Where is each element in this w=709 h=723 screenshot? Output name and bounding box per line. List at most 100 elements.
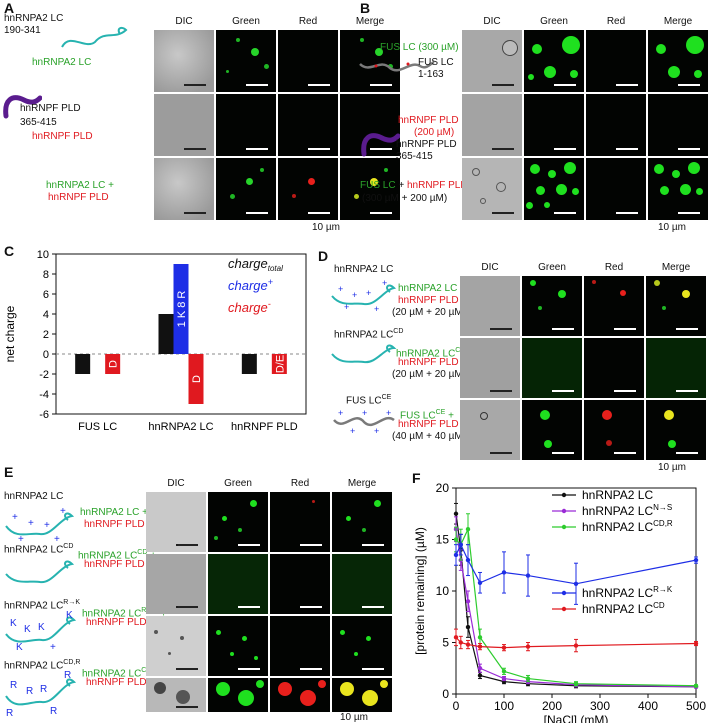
d-scale-label: 10 µm (658, 462, 686, 473)
data-point (453, 552, 459, 558)
a-r1-tag: hnRNPA2 LC (32, 57, 92, 68)
x-axis-label: [NaCl] (mM) (544, 713, 609, 723)
a-scale-label: 10 µm (312, 222, 340, 233)
bar-label: D (191, 375, 203, 383)
a-r2-dic-image (154, 94, 214, 156)
svg-text:K: K (16, 642, 23, 652)
d-r2-green-image (522, 338, 582, 398)
b-r3-green-image (524, 158, 584, 220)
data-point (501, 645, 507, 650)
d-r3-green-image (522, 400, 582, 460)
a-r2-merge-image (340, 94, 400, 156)
b-r3-line1: FUS LC + hnRNPF PLD (360, 180, 468, 191)
b-r2-dic-image (462, 94, 522, 156)
col-dic: DIC (175, 16, 193, 27)
svg-text:R: R (10, 680, 17, 691)
svg-text:+: + (338, 284, 343, 294)
e-r1-red-image (270, 492, 330, 552)
d-col-merge: Merge (661, 262, 691, 273)
x-tick-label: 200 (542, 699, 562, 713)
svg-text:+: + (50, 642, 56, 652)
d-r1-l3: (20 µM + 20 µM) (392, 307, 467, 318)
d-r2-l3: (20 µM + 20 µM) (392, 369, 467, 380)
bar (75, 354, 91, 374)
e-r2-title: hnRNPA2 LCCD (4, 543, 74, 556)
x-tick-label: 500 (686, 699, 706, 713)
col-merge: Merge (355, 16, 385, 27)
svg-text:+: + (54, 534, 60, 544)
b-r3-red-image (586, 158, 646, 220)
svg-text:+: + (386, 408, 391, 418)
e-r4-red-image (270, 678, 330, 712)
svg-text:K: K (66, 610, 73, 621)
data-point (453, 511, 459, 516)
e-r3-cartoon: K K K K K + (5, 610, 77, 652)
d-r1-merge-image (646, 276, 706, 336)
data-point (477, 666, 483, 671)
d-r3-l2: hnRNPF PLD (398, 419, 459, 430)
svg-text:R: R (6, 708, 13, 718)
y-tick-label: 10 (436, 584, 450, 598)
b-r2-tag1: hnRNPF PLD (398, 115, 459, 126)
d-r2-red-image (584, 338, 644, 398)
a-r1-green-image (216, 30, 276, 92)
col-green: Green (232, 16, 260, 27)
d-r3-l1: FUS LCCE + (400, 409, 454, 422)
b-r1-merge-image (648, 30, 708, 92)
panel-label-f: F (412, 470, 421, 486)
b-r2-green-image (524, 94, 584, 156)
svg-text:R: R (26, 686, 33, 697)
data-point (693, 557, 699, 563)
e-col-merge: Merge (347, 478, 377, 489)
data-point (465, 527, 471, 532)
a-r2-range: 365-415 (20, 117, 57, 128)
x-tick-label: hnRNPA2 LC (148, 421, 213, 433)
data-point (693, 641, 699, 646)
b-r2-range: 365-415 (396, 151, 433, 162)
d-r1-green-image (522, 276, 582, 336)
e-r4-title: hnRNPA2 LCCD,R (4, 659, 81, 672)
data-point (477, 644, 483, 649)
a-r2-name: hnRNPF PLD (20, 103, 81, 114)
series-line (455, 529, 697, 688)
y-tick-label: 6 (43, 289, 49, 301)
b-r1-tag: FUS LC (300 µM) (380, 42, 459, 53)
svg-text:+: + (338, 408, 343, 418)
e-r3-dic-image (146, 616, 206, 676)
series-line (455, 543, 697, 585)
d-r2-title: hnRNPA2 LCCD (334, 328, 404, 341)
b-r2-name: hnRNPF PLD (396, 139, 457, 150)
bar-label: D (108, 360, 120, 368)
e-r1-title: hnRNPA2 LC (4, 491, 64, 502)
series-line (455, 513, 697, 688)
data-point (573, 681, 579, 686)
e-r4-green-image (208, 678, 268, 712)
bar (105, 354, 121, 374)
svg-text:+: + (60, 506, 66, 517)
a-r3-line2: hnRNPF PLD (48, 192, 109, 203)
data-point (465, 642, 471, 647)
d-r1-cartoon: + + + + + + (331, 278, 397, 312)
legend-entry: charge- (228, 299, 271, 315)
data-point (525, 573, 531, 578)
panel-label-a: A (4, 0, 15, 16)
d-r3-merge-image (646, 400, 706, 460)
d-r3-l3: (40 µM + 40 µM) (392, 431, 467, 442)
a-r1-dic-image (154, 30, 214, 92)
panel-label-d: D (318, 248, 329, 264)
legend-label: hnRNPA2 LC (582, 488, 653, 502)
e-r1-merge-image (332, 492, 392, 552)
series-line (455, 527, 697, 687)
d-r3-red-image (584, 400, 644, 460)
svg-text:+: + (12, 512, 18, 523)
bar (188, 354, 204, 404)
b-scale-label: 10 µm (658, 222, 686, 233)
y-tick-label: 15 (436, 533, 450, 547)
legend-marker (561, 524, 567, 530)
svg-text:R: R (50, 706, 57, 717)
y-tick-label: 10 (37, 249, 49, 261)
panel-label-c: C (4, 243, 15, 259)
e-r3-title: hnRNPA2 LCR→K (4, 599, 81, 612)
svg-text:+: + (28, 518, 34, 529)
legend-entry: chargetotal (228, 256, 283, 273)
